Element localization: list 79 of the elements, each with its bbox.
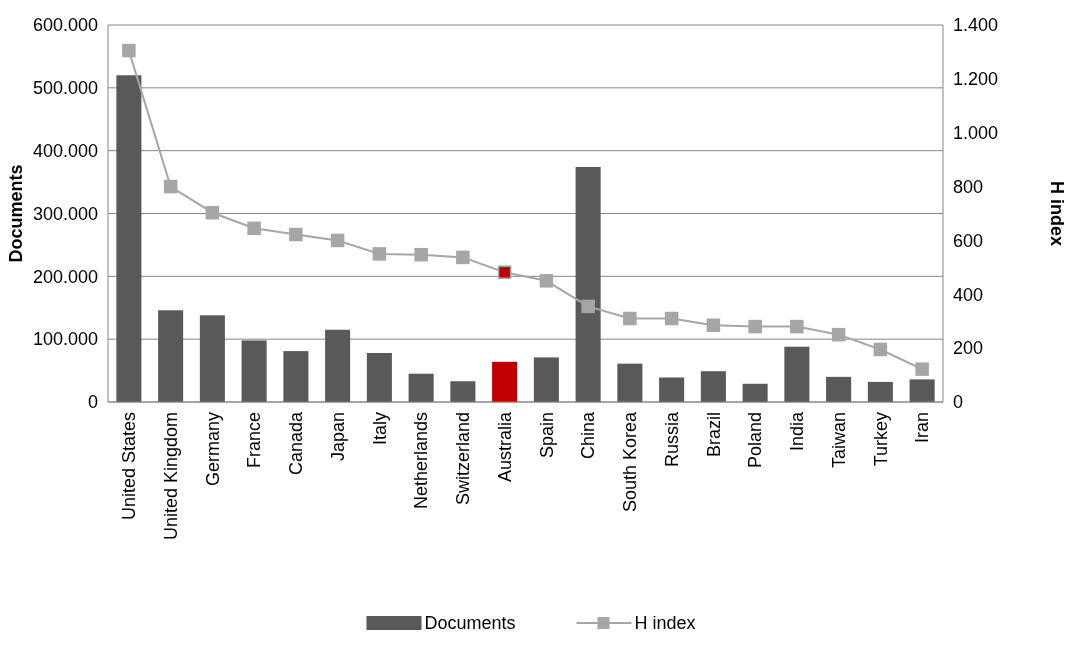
y-tick-label: 400.000 [32, 140, 98, 161]
point [581, 299, 595, 314]
y2-tick-label: 200 [953, 338, 984, 359]
bar [617, 363, 643, 402]
x-tick-label: Australia [494, 411, 515, 483]
bar [408, 373, 434, 402]
bar [533, 357, 559, 402]
bar [366, 352, 392, 402]
bar [909, 379, 935, 402]
point [456, 250, 470, 265]
x-tick-label: Switzerland [453, 412, 474, 506]
x-tick-label: India [787, 411, 808, 452]
x-tick-label: Italy [369, 412, 390, 446]
y2-tick-label: 0 [953, 392, 964, 413]
bar [784, 346, 810, 402]
x-tick-label: China [578, 411, 599, 460]
point [414, 247, 428, 262]
y-tick-label: 600.000 [32, 15, 98, 36]
point [664, 311, 679, 326]
x-tick-label: United States [119, 412, 140, 521]
y2-tick-label: 600 [953, 230, 984, 251]
x-tick-label: Poland [745, 412, 766, 469]
point [831, 327, 846, 342]
x-tick-label: Netherlands [411, 412, 432, 510]
bar [659, 377, 685, 402]
y-axis-title: Documents [6, 164, 26, 263]
bar [867, 381, 893, 402]
y-tick-label: 300.000 [32, 203, 98, 224]
point [372, 247, 387, 261]
y2-tick-label: 1.200 [953, 69, 999, 90]
x-tick-label: Turkey [870, 412, 891, 467]
point [790, 319, 804, 334]
y-tick-label: 200.000 [32, 266, 98, 287]
x-tick-label: Taiwan [828, 412, 849, 469]
y2-tick-label: 800 [953, 176, 984, 197]
point [163, 179, 178, 194]
y-tick-label: 100.000 [32, 329, 98, 350]
point [873, 342, 888, 357]
point [539, 274, 554, 288]
point [497, 265, 512, 279]
y2-tick-label: 1.000 [953, 123, 999, 144]
point [330, 233, 345, 248]
bar [450, 381, 476, 402]
x-tick-label: France [244, 412, 265, 469]
x-tick-label: Brazil [703, 412, 724, 458]
y2-tick-label: 400 [953, 284, 984, 305]
legend-label: H index [634, 613, 696, 634]
bar [241, 340, 267, 402]
bar [283, 351, 309, 402]
y2-axis-title: H index [1047, 180, 1067, 247]
x-tick-label: Russia [661, 411, 682, 468]
bar [158, 310, 184, 402]
y-tick-label: 0 [87, 392, 98, 413]
bar [826, 376, 852, 402]
point [915, 362, 929, 376]
bar [492, 361, 518, 402]
point [205, 205, 220, 220]
x-tick-label: Germany [202, 412, 223, 487]
bar [116, 75, 142, 402]
legend-label: Documents [424, 613, 516, 634]
x-tick-label: Canada [286, 411, 307, 476]
x-tick-label: Japan [327, 412, 348, 462]
point [247, 221, 261, 236]
bar [575, 167, 601, 402]
point [706, 318, 721, 332]
x-tick-label: United Kingdom [160, 412, 181, 541]
bar [199, 315, 225, 402]
x-tick-label: Spain [536, 412, 557, 459]
bar [325, 329, 351, 402]
bar [700, 371, 726, 402]
y2-tick-label: 1.400 [953, 15, 999, 36]
x-tick-label: Iran [912, 412, 933, 444]
y-tick-label: 500.000 [32, 78, 98, 99]
point [748, 319, 762, 334]
point [623, 311, 637, 326]
point [289, 227, 303, 242]
point [122, 43, 136, 58]
x-tick-label: South Korea [620, 411, 641, 513]
bar [742, 383, 768, 402]
